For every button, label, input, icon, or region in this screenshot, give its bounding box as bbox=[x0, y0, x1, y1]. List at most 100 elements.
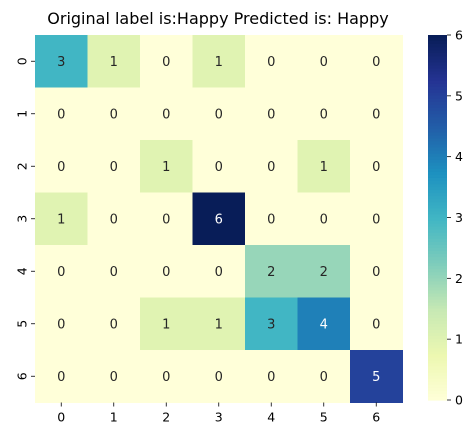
colorbar-tick-label-1: 1 bbox=[455, 332, 463, 347]
cell-label-r1-c5: 0 bbox=[320, 107, 328, 122]
colorbar-segment bbox=[428, 68, 447, 73]
y-tick-label-1: 1 bbox=[14, 110, 29, 118]
x-tick-label-3: 3 bbox=[215, 410, 223, 425]
colorbar-segment bbox=[428, 220, 447, 225]
colorbar-tick-label-3: 3 bbox=[455, 210, 463, 225]
colorbar-segment bbox=[428, 44, 447, 48]
cell-r0-c2 bbox=[140, 35, 193, 88]
cell-r0-c0 bbox=[35, 35, 88, 88]
colorbar-segment bbox=[428, 159, 447, 164]
cell-r3-c5 bbox=[297, 192, 351, 246]
cell-label-r3-c6: 0 bbox=[372, 212, 380, 227]
colorbar-segment bbox=[428, 290, 447, 295]
colorbar-segment bbox=[428, 366, 447, 371]
cell-label-r2-c0: 0 bbox=[57, 160, 65, 175]
cell-r3-c6 bbox=[350, 192, 403, 246]
cell-r3-c1 bbox=[87, 192, 141, 246]
cell-r1-c6 bbox=[350, 87, 403, 141]
cell-label-r5-c3: 1 bbox=[215, 317, 223, 332]
cell-label-r0-c0: 3 bbox=[57, 55, 65, 70]
colorbar-segment bbox=[428, 241, 447, 246]
cell-label-r4-c2: 0 bbox=[162, 265, 170, 280]
cell-label-r0-c2: 0 bbox=[162, 55, 170, 70]
cell-label-r4-c4: 2 bbox=[267, 265, 275, 280]
colorbar-segment bbox=[428, 299, 447, 304]
colorbar-segment bbox=[428, 53, 447, 57]
colorbar-segment bbox=[428, 117, 447, 121]
cell-label-r2-c1: 0 bbox=[110, 160, 118, 175]
cell-r4-c0 bbox=[35, 245, 88, 298]
cell-r4-c3 bbox=[192, 245, 246, 298]
cell-label-r6-c3: 0 bbox=[215, 370, 223, 385]
colorbar: 0 1 2 3 4 5 6 bbox=[428, 28, 463, 408]
cell-label-r4-c6: 0 bbox=[372, 265, 380, 280]
colorbar-segment bbox=[428, 104, 447, 109]
colorbar-segment bbox=[428, 150, 447, 155]
colorbar-segment bbox=[428, 263, 447, 267]
colorbar-segment bbox=[428, 184, 447, 188]
cell-r6-c5 bbox=[297, 350, 351, 403]
y-tick-label-5: 5 bbox=[14, 320, 29, 328]
colorbar-segment bbox=[428, 333, 447, 337]
cell-label-r2-c6: 0 bbox=[372, 160, 380, 175]
colorbar-segment bbox=[428, 381, 447, 386]
colorbar-segment bbox=[428, 144, 447, 149]
cell-r0-c3 bbox=[192, 35, 246, 88]
colorbar-segment bbox=[428, 114, 447, 118]
cell-label-r3-c0: 1 bbox=[57, 212, 65, 227]
colorbar-segment bbox=[428, 171, 447, 176]
y-axis-ticks: 0 1 2 3 4 5 6 bbox=[14, 57, 35, 380]
colorbar-segment bbox=[428, 187, 447, 191]
chart-title: Original label is:Happy Predicted is: Ha… bbox=[47, 9, 388, 28]
colorbar-segment bbox=[428, 205, 447, 209]
cell-r1-c2 bbox=[140, 87, 193, 141]
colorbar-segment bbox=[428, 342, 447, 346]
colorbar-segment bbox=[428, 62, 447, 67]
cell-r0-c6 bbox=[350, 35, 403, 88]
cell-label-r1-c0: 0 bbox=[57, 107, 65, 122]
cell-r6-c6 bbox=[350, 350, 403, 403]
cell-r0-c1 bbox=[87, 35, 141, 88]
colorbar-tick-label-0: 0 bbox=[455, 393, 463, 408]
cell-r1-c1 bbox=[87, 87, 141, 141]
cell-label-r2-c4: 0 bbox=[267, 160, 275, 175]
cell-r2-c4 bbox=[245, 140, 298, 193]
cell-r4-c2 bbox=[140, 245, 193, 298]
cell-label-r1-c1: 0 bbox=[110, 107, 118, 122]
colorbar-segment bbox=[428, 314, 447, 319]
x-tick-label-5: 5 bbox=[320, 410, 328, 425]
y-tick-label-2: 2 bbox=[14, 162, 29, 170]
cell-label-r6-c1: 0 bbox=[110, 370, 118, 385]
colorbar-tick-label-5: 5 bbox=[455, 88, 463, 103]
colorbar-segment bbox=[428, 101, 447, 106]
colorbar-segment bbox=[428, 129, 447, 133]
cell-label-r0-c1: 1 bbox=[110, 55, 118, 70]
cell-r6-c1 bbox=[87, 350, 141, 403]
colorbar-segment bbox=[428, 360, 447, 365]
cell-r5-c2 bbox=[140, 297, 193, 351]
colorbar-segment bbox=[428, 354, 447, 359]
cell-r4-c6 bbox=[350, 245, 403, 298]
colorbar-segment bbox=[428, 330, 447, 334]
cell-label-r6-c6: 5 bbox=[372, 370, 380, 385]
cell-label-r5-c0: 0 bbox=[57, 317, 65, 332]
cell-label-r1-c6: 0 bbox=[372, 107, 380, 122]
cell-label-r5-c1: 0 bbox=[110, 317, 118, 332]
colorbar-segment bbox=[428, 80, 447, 85]
colorbar-segment bbox=[428, 308, 447, 313]
colorbar-segment bbox=[428, 162, 447, 167]
cell-r5-c0 bbox=[35, 297, 88, 351]
cell-r2-c1 bbox=[87, 140, 141, 193]
colorbar-segment bbox=[428, 363, 447, 368]
colorbar-segment bbox=[428, 196, 447, 200]
colorbar-segment bbox=[428, 168, 447, 173]
colorbar-segment bbox=[428, 77, 447, 82]
colorbar-segment bbox=[428, 278, 447, 282]
colorbar-segment bbox=[428, 254, 447, 258]
cell-label-r6-c0: 0 bbox=[57, 370, 65, 385]
cell-label-r1-c3: 0 bbox=[215, 107, 223, 122]
cell-label-r0-c6: 0 bbox=[372, 55, 380, 70]
colorbar-segment bbox=[428, 50, 447, 54]
colorbar-segment bbox=[428, 83, 447, 88]
colorbar-segment bbox=[428, 396, 447, 401]
